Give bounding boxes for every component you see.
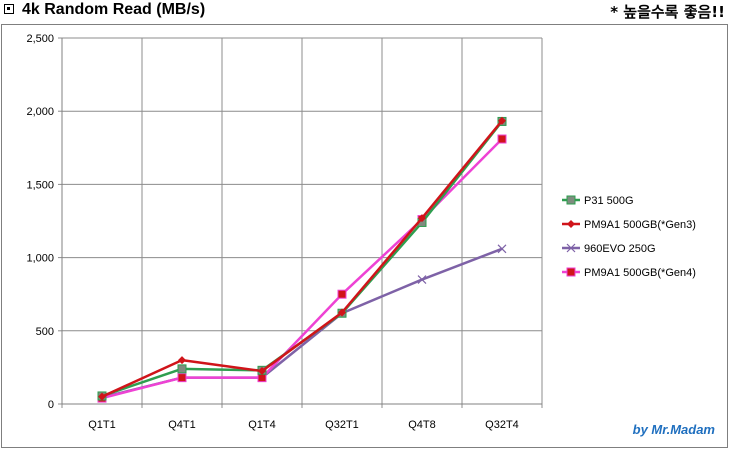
legend-item: P31 500G <box>562 195 634 207</box>
data-point <box>177 364 187 374</box>
y-tick-label: 1,500 <box>26 179 54 191</box>
data-point <box>98 392 106 401</box>
chart-area: 0 500 1,000 1,500 2,000 2,500 Q1T1 Q4T1 Q1T4 Q32… <box>1 24 728 448</box>
x-tick-label: Q1T4 <box>248 419 276 431</box>
legend-item: PM9A1 500GB(*Gen4) <box>562 267 696 279</box>
legend-item: PM9A1 500GB(*Gen3) <box>562 219 696 231</box>
legend: P31 500G PM9A1 500GB(*Gen3) 960EVO 250G PM9… <box>562 195 696 279</box>
chart-header: 4k Random Read (MB/s) * 높을수록 좋음!! <box>0 0 731 22</box>
y-tick-label: 2,000 <box>26 106 54 118</box>
series-line <box>101 119 503 398</box>
data-point <box>177 373 187 383</box>
data-point <box>258 367 266 376</box>
chart-title: 4k Random Read (MB/s) <box>22 1 206 18</box>
data-point <box>566 267 576 277</box>
x-axis: Q1T1 Q4T1 Q1T4 Q32T1 Q4T8 Q32T4 <box>61 403 543 431</box>
data-point <box>418 214 426 223</box>
data-point <box>566 243 576 253</box>
data-point <box>338 308 346 317</box>
legend-label: P31 500G <box>584 195 634 207</box>
data-point <box>417 275 427 284</box>
y-tick-label: 2,500 <box>26 33 54 45</box>
series-pm9a1-500gb-gen3- <box>98 116 506 401</box>
x-tick-label: Q1T1 <box>88 419 116 431</box>
y-axis: 0 500 1,000 1,500 2,000 2,500 <box>26 33 63 411</box>
y-tick-label: 500 <box>36 326 54 338</box>
x-tick-label: Q32T4 <box>485 419 519 431</box>
data-point <box>497 244 507 254</box>
data-point <box>567 220 575 228</box>
x-tick-label: Q32T1 <box>325 419 359 431</box>
line-chart: 0 500 1,000 1,500 2,000 2,500 Q1T1 Q4T1 Q1T4 Q32… <box>26 33 696 431</box>
author-credit: by Mr.Madam <box>632 422 715 437</box>
legend-label: PM9A1 500GB(*Gen3) <box>584 219 696 231</box>
x-tick-label: Q4T1 <box>168 419 196 431</box>
legend-label: PM9A1 500GB(*Gen4) <box>584 267 696 279</box>
legend-label: 960EVO 250G <box>584 243 656 255</box>
data-point <box>337 289 347 299</box>
title-square-icon <box>4 4 14 14</box>
data-point <box>498 116 506 125</box>
series-layer <box>97 116 507 403</box>
data-point <box>178 356 186 365</box>
legend-item: 960EVO 250G <box>562 243 656 255</box>
data-point <box>566 195 576 205</box>
chart-note: * 높을수록 좋음!! <box>610 3 725 21</box>
y-tick-label: 0 <box>48 399 54 411</box>
gridlines <box>61 37 543 405</box>
data-point <box>497 134 507 144</box>
x-tick-label: Q4T8 <box>408 419 436 431</box>
y-tick-label: 1,000 <box>26 253 54 265</box>
